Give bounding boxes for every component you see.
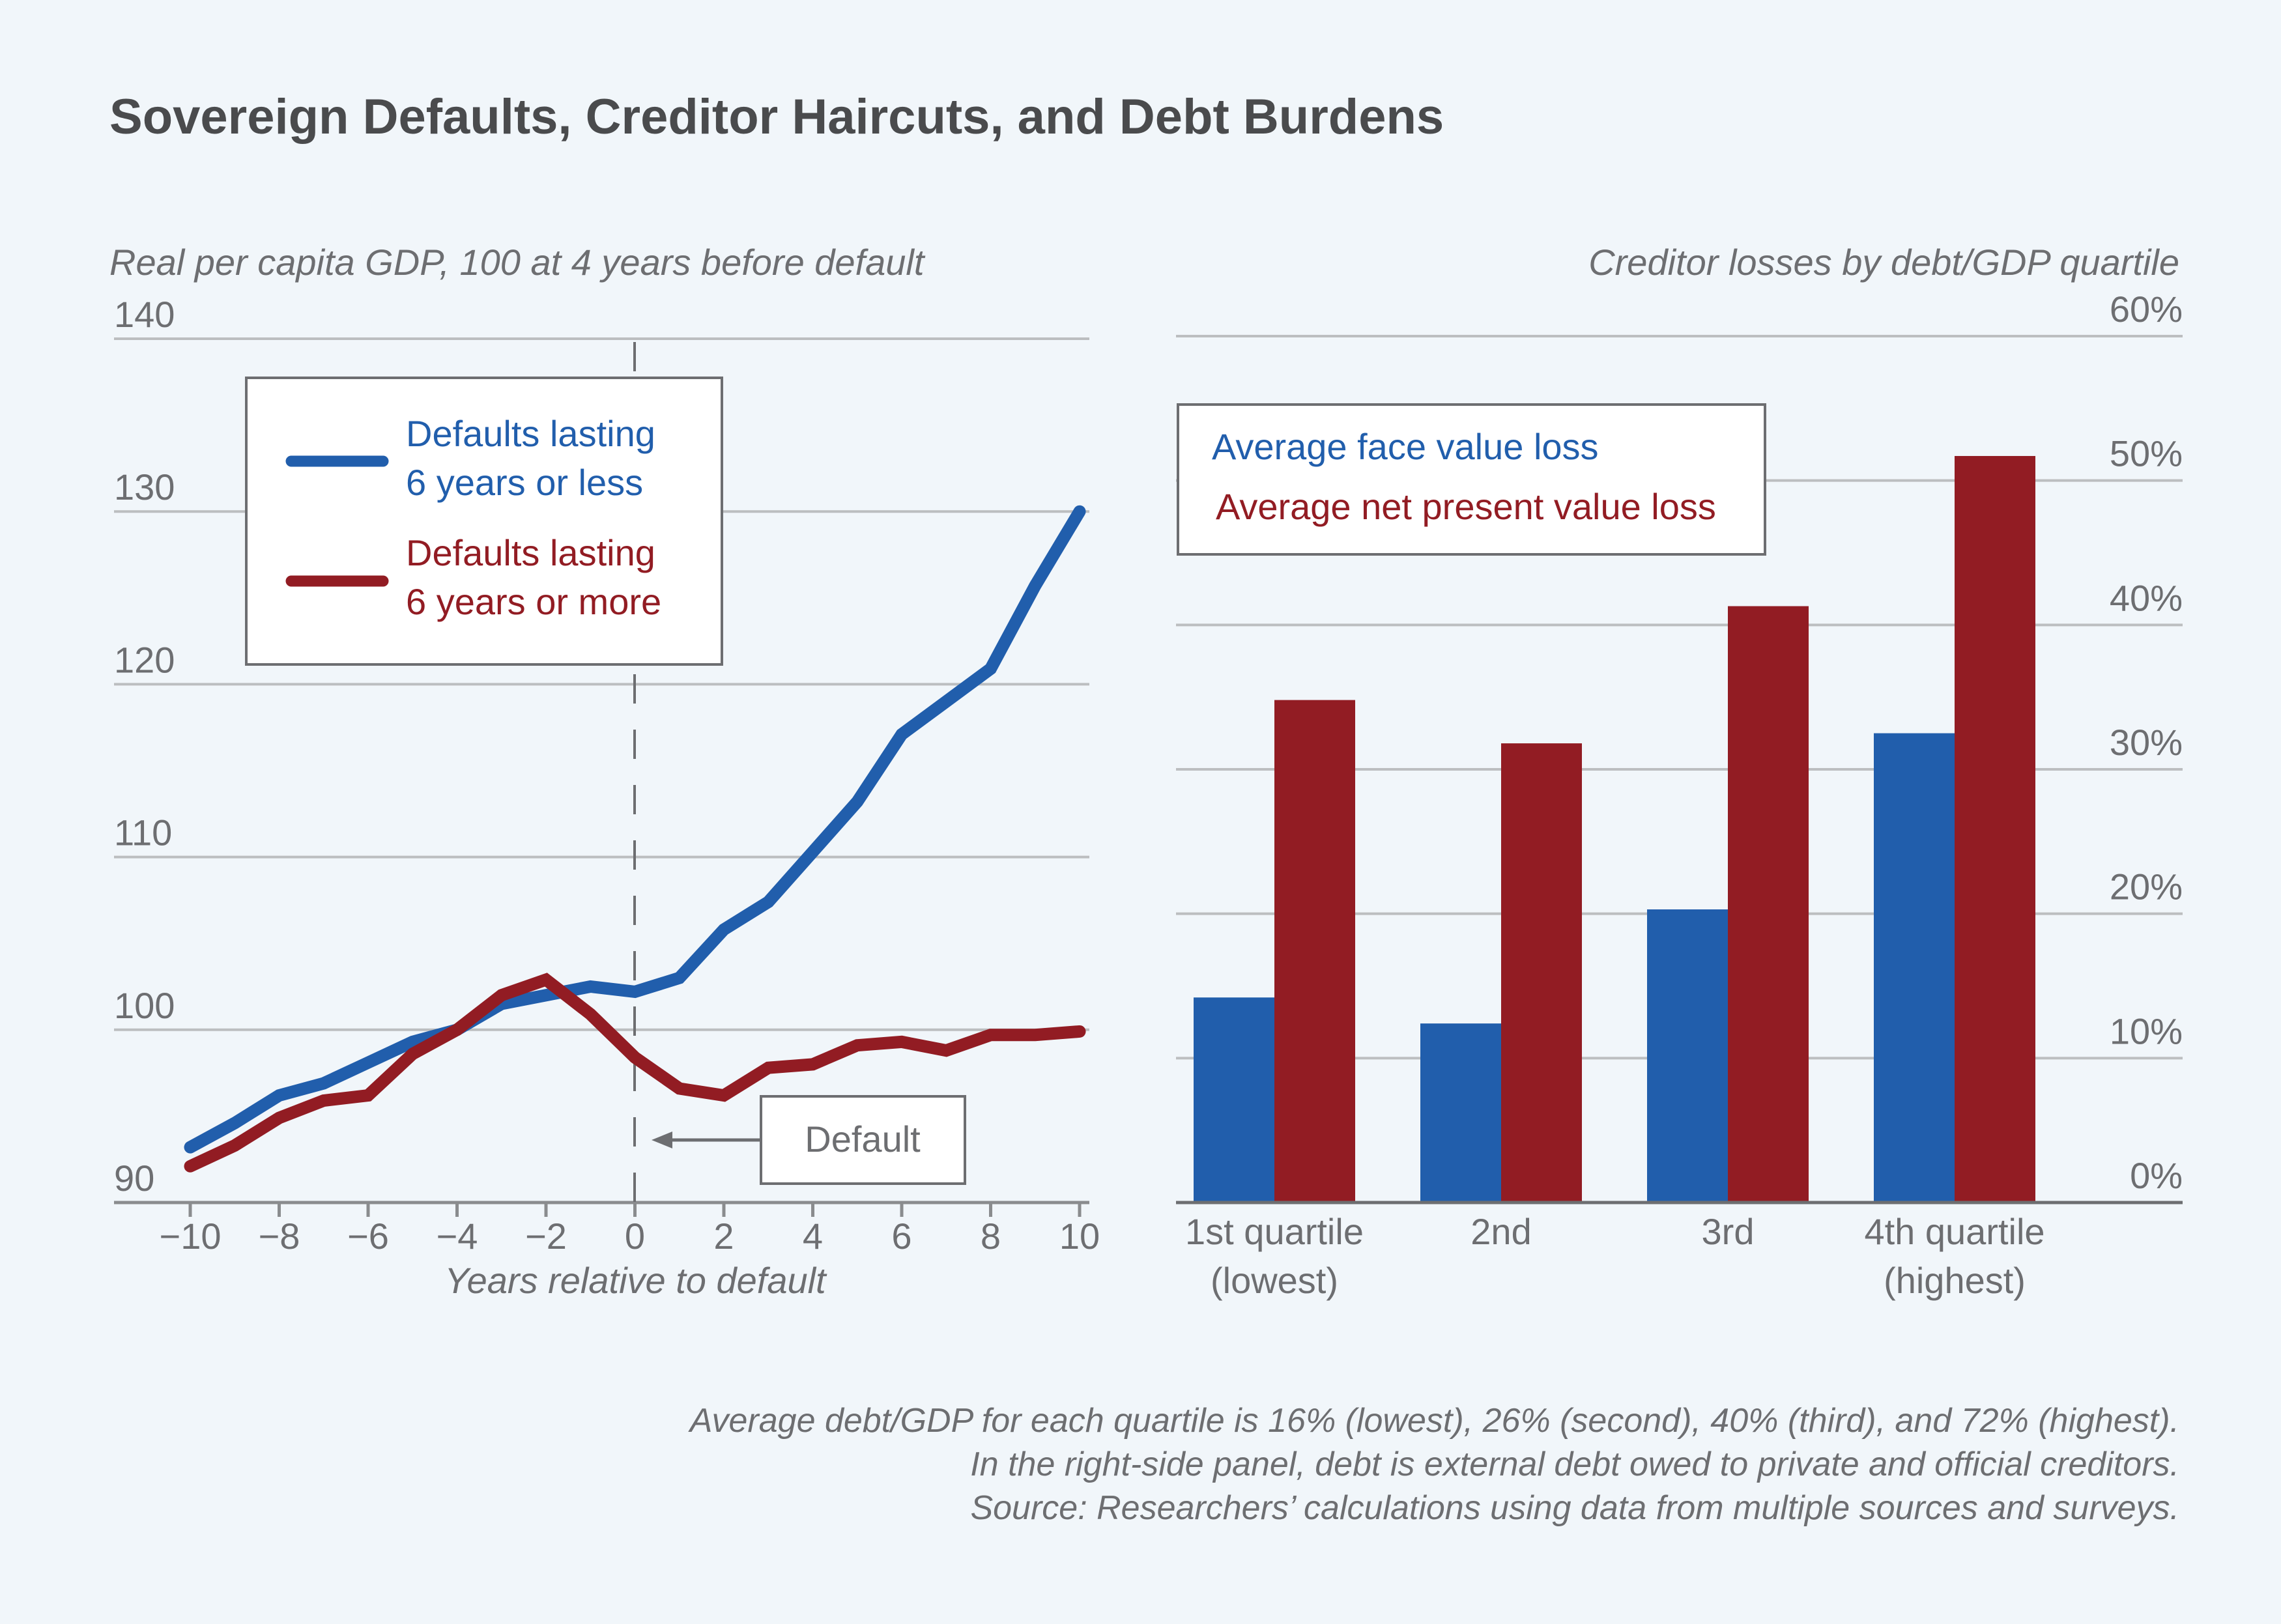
bar-chart-y-tick-label: 20% bbox=[2110, 866, 2183, 907]
line-chart-y-tick-label: 110 bbox=[114, 812, 172, 853]
footer-note-debt-gdp: Average debt/GDP for each quartile is 16… bbox=[688, 1402, 2179, 1440]
line-chart-x-tick-label: −10 bbox=[160, 1216, 222, 1257]
bar-chart-legend-box bbox=[1177, 403, 1766, 556]
bar-chart-subtitle: Creditor losses by debt/GDP quartile bbox=[1588, 242, 2179, 283]
bar-face-value-loss bbox=[1194, 997, 1275, 1203]
bar-chart-category-label: 1st quartile bbox=[1185, 1211, 1364, 1252]
bar-npv-loss bbox=[1955, 455, 2035, 1203]
line-chart-x-tick-label: 6 bbox=[891, 1216, 911, 1257]
bar-chart-category-label: 3rd bbox=[1702, 1211, 1755, 1252]
line-chart-y-tick-label: 100 bbox=[114, 985, 175, 1026]
default-annotation: Default bbox=[652, 1095, 966, 1185]
bar-chart-y-tick-label: 0% bbox=[2130, 1155, 2183, 1196]
line-chart-x-tick-label: 4 bbox=[803, 1216, 823, 1257]
bar-npv-loss bbox=[1501, 743, 1582, 1203]
line-chart-y-tick-label: 130 bbox=[114, 466, 175, 507]
arrow-left-icon bbox=[652, 1132, 672, 1148]
legend-label-long-defaults-line2: 6 years or more bbox=[406, 581, 661, 622]
line-chart-legend: Defaults lasting 6 years or less Default… bbox=[245, 377, 723, 666]
bar-npv-loss bbox=[1728, 606, 1809, 1203]
bar-chart-category-label: (lowest) bbox=[1211, 1260, 1338, 1301]
series-line-long-defaults bbox=[184, 973, 1086, 1173]
bar-chart: Creditor losses by debt/GDP quartile 0% 1… bbox=[1176, 242, 2183, 1301]
bar-chart-category-label: 2nd bbox=[1470, 1211, 1531, 1252]
series-line-short-defaults bbox=[184, 505, 1086, 1154]
line-chart: Real per capita GDP, 100 at 4 years befo… bbox=[109, 242, 1100, 1301]
bar-chart-y-ticks: 0% 10% 20% 30% 40% 50% 60% bbox=[2110, 289, 2183, 1196]
line-chart-x-tick-label: 10 bbox=[1059, 1216, 1100, 1257]
footer-note-external-debt: In the right-side panel, debt is externa… bbox=[970, 1446, 2179, 1483]
bar-chart-y-tick-label: 30% bbox=[2110, 722, 2183, 763]
line-chart-x-tick-label: −4 bbox=[437, 1216, 478, 1257]
default-annotation-box bbox=[760, 1095, 966, 1185]
footer-source: Source: Researchers’ calculations using … bbox=[970, 1489, 2179, 1527]
bar-chart-category-label: 4th quartile bbox=[1864, 1211, 2044, 1252]
legend-label-long-defaults-line1: Defaults lasting bbox=[406, 532, 655, 573]
bar-chart-x-ticks: 1st quartile (lowest) 2nd 3rd 4th quartile (h… bbox=[1185, 1211, 2045, 1301]
bar-face-value-loss bbox=[1420, 1023, 1502, 1203]
line-chart-y-tick-label: 120 bbox=[114, 639, 175, 680]
footer-notes: Average debt/GDP for each quartile is 16… bbox=[688, 1402, 2179, 1527]
bar-chart-y-tick-label: 40% bbox=[2110, 577, 2183, 618]
bar-chart-y-tick-label: 50% bbox=[2110, 433, 2183, 474]
line-chart-x-tick-label: −8 bbox=[259, 1216, 300, 1257]
line-chart-subtitle: Real per capita GDP, 100 at 4 years befo… bbox=[109, 242, 926, 283]
line-chart-y-ticks: 90 100 110 120 130 140 bbox=[114, 294, 175, 1199]
bar-npv-loss bbox=[1274, 700, 1355, 1203]
bar-chart-y-tick-label: 10% bbox=[2110, 1010, 2183, 1051]
line-chart-x-axis-label: Years relative to default bbox=[444, 1260, 827, 1301]
line-chart-y-tick-label: 90 bbox=[114, 1158, 154, 1199]
line-chart-x-tick-label: −2 bbox=[525, 1216, 567, 1257]
figure-title: Sovereign Defaults, Creditor Haircuts, a… bbox=[109, 89, 1444, 145]
bar-chart-category-label: (highest) bbox=[1884, 1260, 2026, 1301]
bar-face-value-loss bbox=[1874, 733, 1955, 1203]
line-chart-x-tick-label: −6 bbox=[347, 1216, 389, 1257]
line-chart-legend-box bbox=[245, 377, 723, 666]
line-chart-y-tick-label: 140 bbox=[114, 294, 175, 335]
legend-label-short-defaults-line1: Defaults lasting bbox=[406, 413, 655, 454]
bar-chart-y-tick-label: 60% bbox=[2110, 289, 2183, 330]
bar-chart-bars bbox=[1176, 455, 2183, 1204]
line-chart-x-tick-label: 0 bbox=[625, 1216, 645, 1257]
legend-label-short-defaults-line2: 6 years or less bbox=[406, 462, 643, 503]
bar-chart-legend: Average face value loss Average net pres… bbox=[1177, 403, 1766, 556]
line-chart-x-ticks: −10 −8 −6 −4 −2 0 2 4 6 8 10 bbox=[160, 1203, 1100, 1257]
legend-label-npv-loss: Average net present value loss bbox=[1216, 486, 1716, 527]
default-annotation-label: Default bbox=[805, 1118, 921, 1160]
line-chart-x-tick-label: 8 bbox=[981, 1216, 1001, 1257]
line-chart-x-tick-label: 2 bbox=[713, 1216, 734, 1257]
line-chart-series bbox=[184, 505, 1086, 1173]
legend-label-face-value-loss: Average face value loss bbox=[1212, 426, 1599, 467]
bar-face-value-loss bbox=[1647, 909, 1729, 1203]
